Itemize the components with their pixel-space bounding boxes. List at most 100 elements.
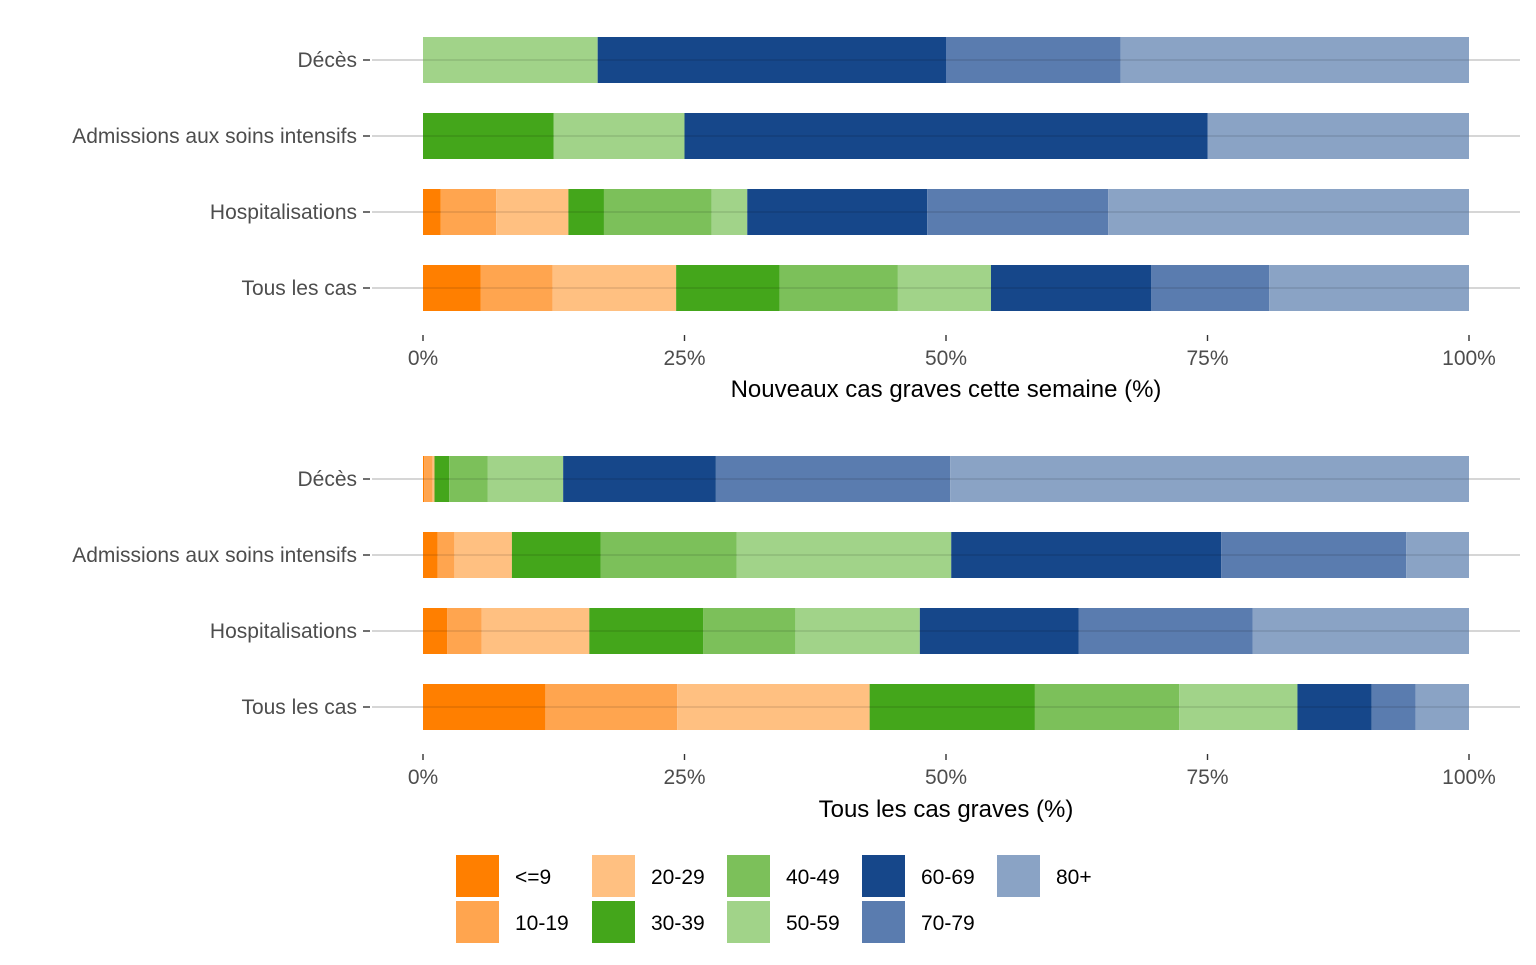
bar-segment-tous-les-cas-30-39 bbox=[676, 265, 780, 311]
bar-segment-tous-les-cas-80 bbox=[1415, 684, 1469, 730]
bar-segment-tous-les-cas-20-29 bbox=[552, 265, 677, 311]
bar-segment-deces-20-29 bbox=[432, 456, 435, 502]
category-label-admissions-aux-soins-intensifs: Admissions aux soins intensifs bbox=[72, 544, 357, 567]
x-tick-label-25: 25% bbox=[663, 766, 705, 789]
bar-segment-admissions-aux-soins-intensifs-60-69 bbox=[951, 532, 1222, 578]
legend-label-80: 80+ bbox=[1056, 866, 1092, 889]
bar-segment-deces-10-19 bbox=[424, 456, 433, 502]
legend-swatch-40-49 bbox=[727, 855, 770, 897]
bar-segment-hospitalisations-40-49 bbox=[703, 608, 796, 654]
category-label-deces: Décès bbox=[297, 49, 357, 72]
bar-segment-hospitalisations-50-59 bbox=[795, 608, 920, 654]
bar-segment-hospitalisations-60-69 bbox=[919, 608, 1079, 654]
bar-segment-tous-les-cas-50-59 bbox=[897, 265, 991, 311]
x-axis-title: Nouveaux cas graves cette semaine (%) bbox=[731, 376, 1162, 403]
legend-label-9: <=9 bbox=[515, 866, 551, 889]
bar-segment-hospitalisations-9 bbox=[423, 189, 441, 235]
legend-swatch-30-39 bbox=[592, 901, 635, 943]
x-tick-label-100: 100% bbox=[1442, 766, 1496, 789]
category-label-tous-les-cas: Tous les cas bbox=[241, 277, 357, 300]
bar-segment-deces-40-49 bbox=[449, 456, 488, 502]
bar-segment-deces-9 bbox=[423, 456, 425, 502]
legend: <=9 10-19 20-29 30-39 40-49 50-59 60-69 70-79 80… bbox=[456, 855, 1092, 943]
bar-segment-hospitalisations-20-29 bbox=[481, 608, 590, 654]
legend-swatch-20-29 bbox=[592, 855, 635, 897]
legend-swatch-9 bbox=[456, 855, 499, 897]
bar-segment-tous-les-cas-20-29 bbox=[677, 684, 870, 730]
bar-segment-tous-les-cas-70-79 bbox=[1151, 265, 1270, 311]
bar-segment-tous-les-cas-70-79 bbox=[1371, 684, 1416, 730]
chart-panel-2: Décès Admissions aux soins intensifs Hospi… bbox=[72, 456, 1520, 823]
bar-segment-deces-60-69 bbox=[597, 37, 946, 83]
x-tick-label-75: 75% bbox=[1186, 766, 1228, 789]
bar-segment-hospitalisations-60-69 bbox=[747, 189, 928, 235]
category-label-hospitalisations: Hospitalisations bbox=[210, 201, 357, 224]
bar-segment-hospitalisations-70-79 bbox=[927, 189, 1109, 235]
bar-segment-hospitalisations-10-19 bbox=[447, 608, 482, 654]
legend-label-30-39: 30-39 bbox=[651, 912, 705, 935]
category-label-tous-les-cas: Tous les cas bbox=[241, 696, 357, 719]
legend-swatch-10-19 bbox=[456, 901, 499, 943]
bar-segment-deces-80 bbox=[1120, 37, 1469, 83]
chart-panel-1: Décès Admissions aux soins intensifs Hospi… bbox=[72, 37, 1520, 403]
bar-segment-hospitalisations-9 bbox=[423, 608, 448, 654]
category-label-hospitalisations: Hospitalisations bbox=[210, 620, 357, 643]
x-tick-label-50: 50% bbox=[925, 347, 967, 370]
bar-segment-deces-50-59 bbox=[487, 456, 564, 502]
x-tick-label-0: 0% bbox=[408, 347, 438, 370]
bar-segment-deces-60-69 bbox=[563, 456, 716, 502]
bar-segment-admissions-aux-soins-intensifs-10-19 bbox=[437, 532, 455, 578]
x-tick-label-25: 25% bbox=[663, 347, 705, 370]
legend-swatch-70-79 bbox=[862, 901, 905, 943]
category-label-deces: Décès bbox=[297, 468, 357, 491]
bar-segment-admissions-aux-soins-intensifs-60-69 bbox=[684, 113, 1208, 159]
bar-segment-hospitalisations-70-79 bbox=[1078, 608, 1253, 654]
bar-segment-tous-les-cas-10-19 bbox=[545, 684, 678, 730]
bar-segment-tous-les-cas-60-69 bbox=[1297, 684, 1372, 730]
bar-segment-admissions-aux-soins-intensifs-30-39 bbox=[423, 113, 554, 159]
bar-segment-hospitalisations-80 bbox=[1108, 189, 1469, 235]
legend-label-50-59: 50-59 bbox=[786, 912, 840, 935]
legend-label-10-19: 10-19 bbox=[515, 912, 569, 935]
legend-swatch-80 bbox=[997, 855, 1040, 897]
legend-label-20-29: 20-29 bbox=[651, 866, 705, 889]
bar-segment-tous-les-cas-60-69 bbox=[990, 265, 1152, 311]
bar-segment-hospitalisations-30-39 bbox=[568, 189, 604, 235]
bar-segment-admissions-aux-soins-intensifs-80 bbox=[1406, 532, 1469, 578]
bar-segment-hospitalisations-80 bbox=[1252, 608, 1469, 654]
legend-label-70-79: 70-79 bbox=[921, 912, 975, 935]
legend-swatch-60-69 bbox=[862, 855, 905, 897]
bar-segment-tous-les-cas-10-19 bbox=[480, 265, 553, 311]
legend-swatch-50-59 bbox=[727, 901, 770, 943]
x-tick-label-100: 100% bbox=[1442, 347, 1496, 370]
legend-label-60-69: 60-69 bbox=[921, 866, 975, 889]
x-axis-title: Tous les cas graves (%) bbox=[819, 796, 1074, 823]
bar-segment-hospitalisations-50-59 bbox=[711, 189, 748, 235]
x-tick-label-75: 75% bbox=[1186, 347, 1228, 370]
bar-segment-tous-les-cas-40-49 bbox=[779, 265, 898, 311]
bar-segment-admissions-aux-soins-intensifs-40-49 bbox=[600, 532, 737, 578]
bar-segment-tous-les-cas-30-39 bbox=[869, 684, 1035, 730]
bar-segment-deces-70-79 bbox=[946, 37, 1121, 83]
bar-segment-tous-les-cas-50-59 bbox=[1179, 684, 1298, 730]
category-label-admissions-aux-soins-intensifs: Admissions aux soins intensifs bbox=[72, 125, 357, 148]
bar-segment-admissions-aux-soins-intensifs-20-29 bbox=[454, 532, 512, 578]
bar-segment-tous-les-cas-9 bbox=[423, 684, 546, 730]
bar-segment-deces-50-59 bbox=[423, 37, 598, 83]
bar-segment-deces-30-39 bbox=[434, 456, 450, 502]
bar-segment-deces-80 bbox=[950, 456, 1469, 502]
legend-label-40-49: 40-49 bbox=[786, 866, 840, 889]
bar-segment-hospitalisations-40-49 bbox=[603, 189, 712, 235]
bar-segment-hospitalisations-30-39 bbox=[589, 608, 704, 654]
bar-segment-admissions-aux-soins-intensifs-30-39 bbox=[511, 532, 601, 578]
bar-segment-tous-les-cas-40-49 bbox=[1034, 684, 1180, 730]
bar-segment-hospitalisations-20-29 bbox=[496, 189, 569, 235]
bar-segment-hospitalisations-10-19 bbox=[440, 189, 497, 235]
bar-segment-deces-70-79 bbox=[715, 456, 951, 502]
x-tick-label-0: 0% bbox=[408, 766, 438, 789]
bar-segment-tous-les-cas-9 bbox=[423, 265, 481, 311]
bar-segment-admissions-aux-soins-intensifs-50-59 bbox=[553, 113, 685, 159]
bar-segment-admissions-aux-soins-intensifs-70-79 bbox=[1221, 532, 1407, 578]
